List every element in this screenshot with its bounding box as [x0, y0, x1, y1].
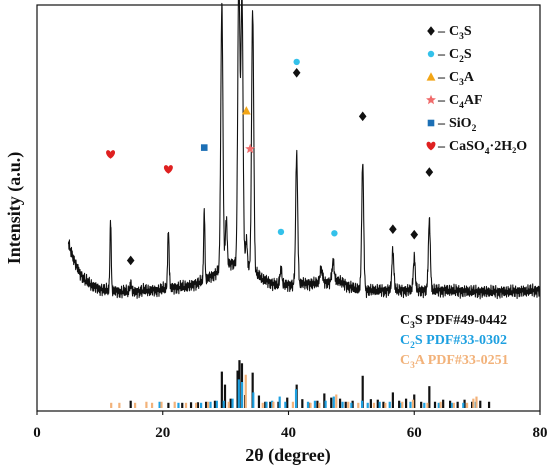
legend-item-caso4: – CaSO4·2H₂O	[426, 139, 527, 157]
legend-marker-c3s	[427, 26, 435, 36]
x-tick-label-0: 0	[33, 425, 41, 441]
pdf-label-c3s: C3S PDF#49-0442	[400, 313, 507, 331]
legend-item-c3s: – C3S	[427, 24, 472, 42]
legend-item-sio2: – SiO2	[427, 116, 477, 134]
phase-marker-caso4-2	[163, 165, 173, 174]
legend-item-c3a: – C3A	[426, 70, 475, 88]
legend-marker-c2s	[427, 50, 435, 58]
legend-dash-c2s: –	[437, 47, 446, 62]
pdf-label-c2s: C2S PDF#33-0302	[400, 333, 507, 351]
phase-marker-c3s-14	[292, 68, 301, 78]
legend-label-caso4: CaSO4·2H₂O	[449, 139, 527, 157]
reference-lines-layer	[110, 360, 491, 408]
phase-marker-c2s-15	[331, 230, 338, 237]
legend-dash-c4af: –	[437, 93, 446, 108]
legend-marker-caso4	[426, 141, 436, 151]
legend-marker-c3a	[426, 72, 436, 81]
phase-marker-sio2-3	[200, 144, 208, 151]
phase-marker-c2s-13	[293, 58, 300, 66]
xrd-pattern-line	[67, 0, 541, 300]
pdf-label-layer: C3S PDF#49-0442 C2S PDF#33-0302 C3A PDF#33…	[400, 313, 509, 371]
legend-marker-sio2	[427, 119, 435, 127]
legend-label-c3s: C3S	[449, 24, 472, 42]
pattern-layer	[67, 0, 541, 300]
marker-layer	[106, 58, 434, 266]
y-axis-title: Intensity (a.u.)	[4, 152, 25, 265]
tick-layer: 0 20 40 60 80	[33, 411, 548, 441]
legend-layer: – C3S– C2S– C3A– C4AF– SiO2– CaSO4·2H₂O	[426, 24, 527, 157]
legend-dash-caso4: –	[437, 139, 446, 154]
pdf-label-c3a: C3A PDF#33-0251	[400, 353, 509, 371]
x-axis-title: 2θ (degree)	[245, 445, 331, 466]
x-tick-label-80: 80	[533, 425, 548, 441]
phase-marker-c4af-10	[245, 143, 256, 154]
legend-label-c3a: C3A	[449, 70, 475, 88]
legend-dash-c3a: –	[437, 70, 446, 85]
legend-label-sio2: SiO2	[449, 116, 477, 134]
legend-label-c2s: C2S	[449, 47, 472, 65]
x-tick-label-40: 40	[281, 425, 296, 441]
phase-marker-c3s-1	[126, 255, 135, 266]
legend-item-c4af: – C4AF	[426, 93, 483, 111]
plot-frame	[36, 4, 541, 412]
legend-dash-c3s: –	[437, 24, 446, 39]
phase-marker-c3a-9	[241, 106, 251, 115]
phase-marker-c3s-16	[358, 111, 367, 122]
phase-marker-c2s-12	[277, 228, 285, 236]
legend-marker-c4af	[426, 94, 436, 105]
legend-dash-sio2: –	[437, 116, 446, 131]
phase-marker-c3s-17	[389, 224, 397, 234]
x-tick-label-60: 60	[407, 425, 422, 441]
x-tick-label-20: 20	[155, 425, 170, 441]
phase-marker-caso4-0	[106, 150, 116, 159]
legend-item-c2s: – C2S	[427, 47, 472, 65]
phase-marker-c3s-19	[425, 167, 434, 177]
phase-marker-c3s-18	[410, 229, 419, 240]
legend-label-c4af: C4AF	[449, 93, 483, 111]
